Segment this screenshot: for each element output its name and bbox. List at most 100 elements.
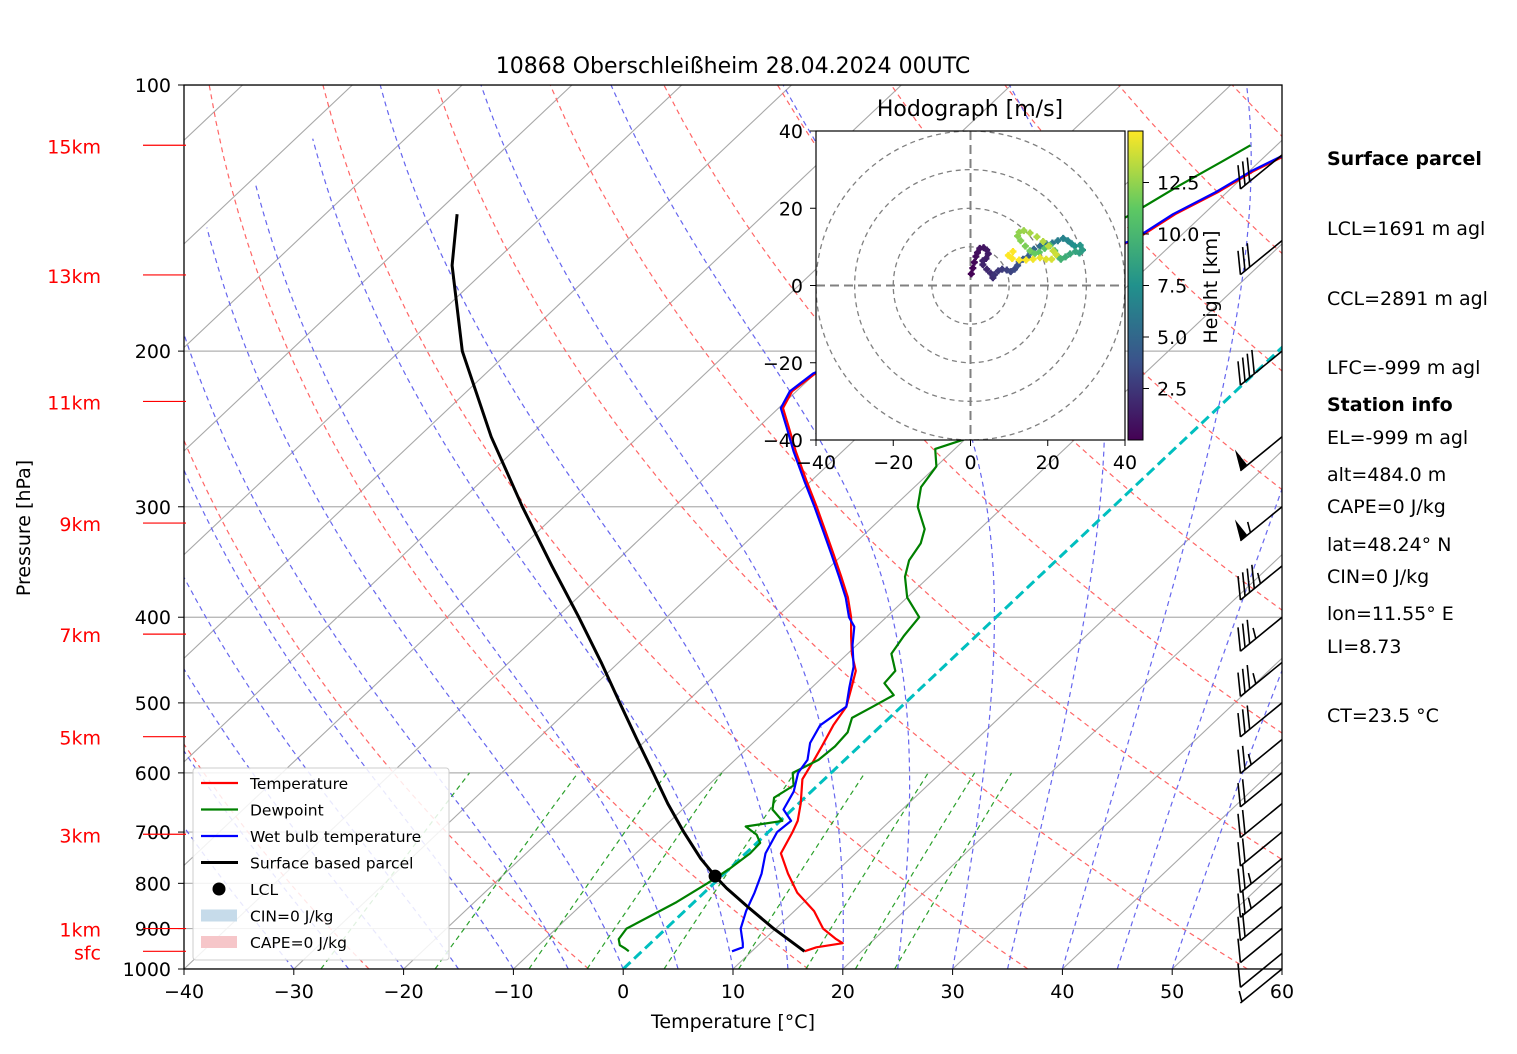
- wind-barb-staff: [1239, 857, 1283, 894]
- cape-value: CAPE=0 J/kg: [1327, 496, 1446, 519]
- hodograph-points: [967, 227, 1087, 282]
- surface-parcel-panel: Surface parcel LCL=1691 m agl CCL=2891 m…: [1327, 102, 1488, 752]
- chart-title: 10868 Oberschleißheim 28.04.2024 00UTC: [496, 54, 971, 79]
- hodograph-point-dot: [1016, 257, 1022, 263]
- wind-barb-feather: [1241, 668, 1246, 693]
- y-tick-label: 1000: [123, 959, 171, 981]
- moist-adiabat: [1061, 85, 1252, 969]
- wind-barb-feather: [1241, 745, 1246, 770]
- colorbar-tick-label: 5.0: [1157, 327, 1187, 349]
- wind-barb-half-feather: [1252, 672, 1257, 685]
- y-axis-ticks: 100 200 300 400 500 600 700 800 900 1000: [123, 75, 184, 981]
- wind-barb-flag: [1234, 519, 1248, 541]
- station-info-heading: Station info: [1327, 394, 1453, 417]
- y-tick-label: 800: [135, 873, 171, 895]
- legend-wetbulb-label: Wet bulb temperature: [250, 828, 421, 846]
- mixing-ratio-line: [528, 772, 668, 969]
- hodograph-point-dot: [971, 259, 978, 266]
- y-tick-label: 300: [135, 497, 171, 519]
- wind-barb-staff: [1239, 616, 1283, 652]
- wind-barb-feather: [1237, 250, 1242, 275]
- hodograph-x-tick-label: 0: [964, 452, 976, 474]
- mixing-ratio-line: [854, 772, 976, 969]
- moist-adiabat: [1116, 487, 1282, 969]
- y-axis-label: Pressure [hPa]: [13, 460, 35, 596]
- hodograph-point-dot: [968, 271, 975, 277]
- wind-barb-feather: [1241, 623, 1246, 648]
- height-tick-label: sfc: [74, 942, 101, 964]
- isotherm-line: [952, 657, 1282, 969]
- wind-barb-staff: [1239, 968, 1283, 1004]
- hodograph-point-dot: [1010, 248, 1016, 255]
- legend-box: [192, 767, 450, 961]
- hodograph-point-dot: [1027, 247, 1033, 254]
- x-axis-ticks: −40 −30 −20 −10 0 10 20 30 40 50 60: [164, 969, 1294, 1003]
- hodograph-point-dot: [1034, 234, 1040, 240]
- colorbar-tick-label: 10.0: [1157, 224, 1199, 246]
- wind-barb-half-feather: [1252, 627, 1257, 639]
- wind-barb-half-feather: [1256, 572, 1262, 584]
- hodograph-point-dot: [970, 265, 976, 271]
- wind-barb-staff: [1239, 772, 1283, 808]
- wind-barb-staff: [1239, 927, 1283, 964]
- hodograph-point-dot: [1023, 257, 1029, 263]
- hodograph-point-dot: [1071, 243, 1078, 249]
- station-altitude: alt=484.0 m: [1327, 464, 1447, 487]
- hodograph-point-dot: [1021, 227, 1027, 234]
- x-tick-label: 30: [941, 981, 965, 1003]
- hodograph-point-dot: [1050, 247, 1056, 254]
- x-tick-label: 40: [1050, 981, 1074, 1003]
- hodograph: Hodograph [m/s] −40 −20 0 20 40 40 20 0 −20 −40 2…: [763, 97, 1222, 474]
- hodograph-x-tick-label: −20: [873, 452, 913, 474]
- x-tick-label: 20: [831, 981, 855, 1003]
- legend: Temperature Dewpoint Wet bulb temperature S…: [192, 767, 450, 961]
- wind-barb-feather: [1241, 912, 1246, 937]
- wind-barb-feather: [1241, 838, 1246, 863]
- wind-barb-feather: [1237, 361, 1242, 386]
- wind-barb-flag: [1234, 449, 1248, 471]
- surface-parcel-heading: Surface parcel: [1327, 148, 1482, 171]
- wind-barb-feather: [1237, 165, 1242, 190]
- isotherm-line: [184, 85, 792, 659]
- wind-barb-feather: [1237, 813, 1242, 838]
- hodograph-point-dot: [980, 261, 986, 268]
- wind-barb-staff: [1239, 661, 1283, 698]
- wind-barb-feather: [1241, 246, 1246, 271]
- colorbar-tick-label: 2.5: [1157, 379, 1187, 401]
- hodograph-x-tick-label: 40: [1113, 452, 1137, 474]
- hodograph-point-dot: [1022, 243, 1029, 249]
- colorbar-tick-label: 12.5: [1157, 173, 1199, 195]
- hodograph-point-dot: [1067, 251, 1073, 257]
- hodograph-point-dot: [1053, 251, 1060, 258]
- legend-cin-label: CIN=0 J/kg: [250, 908, 333, 926]
- isotherm-line: [1062, 761, 1282, 969]
- hodograph-point-dot: [1017, 237, 1024, 244]
- mixing-ratio-line: [586, 772, 723, 969]
- legend-dewpoint-label: Dewpoint: [250, 802, 324, 820]
- x-tick-label: 60: [1270, 981, 1294, 1003]
- wind-barb-feather: [1246, 705, 1251, 730]
- wind-barb-staff: [1239, 240, 1283, 276]
- x-tick-label: −10: [493, 981, 533, 1003]
- wind-barb-half-feather: [1247, 872, 1252, 884]
- wind-barb-feather: [1237, 627, 1242, 652]
- height-tick-label: 3km: [59, 825, 101, 847]
- ccl-value: CCL=2891 m agl: [1327, 287, 1488, 310]
- height-tick-label: 11km: [47, 392, 101, 414]
- hodograph-point-dot: [1030, 256, 1036, 263]
- station-longitude: lon=11.55° E: [1327, 603, 1454, 626]
- x-tick-label: −30: [274, 981, 314, 1003]
- height-tick-label: 15km: [47, 136, 101, 158]
- ct-value: CT=23.5 °C: [1327, 705, 1439, 728]
- wind-barb-staff: [1239, 831, 1283, 867]
- wind-barb-feather: [1237, 868, 1242, 893]
- moist-adiabat: [1171, 669, 1282, 969]
- wind-barb-feather: [1237, 712, 1242, 737]
- x-tick-label: 50: [1160, 981, 1184, 1003]
- wind-barb-feather: [1251, 349, 1256, 374]
- lcl-value: LCL=1691 m agl: [1327, 218, 1486, 241]
- wind-barb-staff: [1239, 154, 1283, 190]
- legend-cape-label: CAPE=0 J/kg: [250, 934, 347, 952]
- wind-barb-feather: [1241, 889, 1246, 914]
- hodograph-point-dot: [991, 271, 998, 278]
